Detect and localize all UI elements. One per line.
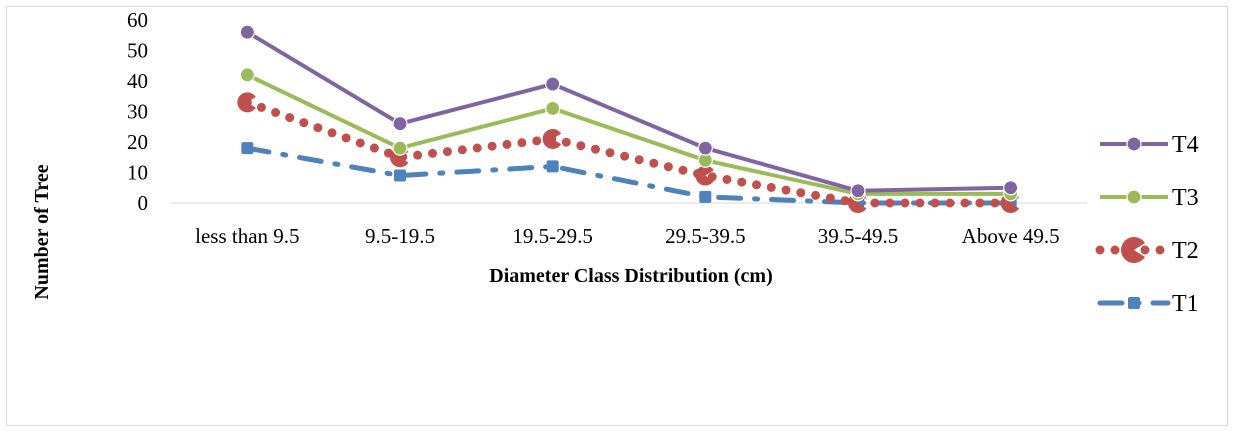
legend-marker [1126,189,1142,205]
legend-item-t1: T1 [1097,291,1199,317]
legend-label: T1 [1172,291,1199,317]
chart-frame [6,6,1228,426]
series-line-t3 [246,73,1011,196]
data-point-t4 [392,116,408,132]
data-point-t4 [850,183,866,199]
data-point-t4 [545,76,561,92]
legend-item-t2: T2 [1095,237,1199,264]
legend-item-t4: T4 [1100,132,1199,158]
x-tick-label: 19.5-29.5 [512,224,593,248]
legend-item-t3: T3 [1100,185,1199,211]
data-point-t3 [392,140,408,156]
y-tick-label: 30 [127,100,148,124]
data-point-t1 [546,160,559,173]
y-tick-label: 20 [127,130,148,154]
y-tick-label: 60 [127,8,148,32]
data-point-t4 [239,24,255,40]
data-point-t1 [394,169,406,182]
data-point-t4 [697,140,713,156]
legend-label: T3 [1172,185,1199,211]
series-line-t1 [244,145,1014,206]
legend-marker [1126,136,1142,152]
x-tick-label: 29.5-39.5 [665,224,746,248]
data-point-t1 [699,190,712,203]
x-tick-label: Above 49.5 [962,224,1060,248]
data-point-t3 [545,100,561,117]
y-tick-label: 10 [127,161,148,185]
x-tick-label: 39.5-49.5 [818,224,899,248]
series-line-t2 [242,97,1016,208]
data-point-t2 [237,92,256,113]
data-point-t3 [239,67,255,83]
legend-marker [1121,237,1145,263]
data-point-t2 [542,128,562,149]
series-line-t4 [246,30,1011,193]
x-axis-title: Diameter Class Distribution (cm) [489,265,772,287]
y-tick-label: 40 [127,69,148,93]
y-tick-label: 0 [138,191,149,215]
y-tick-label: 50 [127,39,148,63]
y-axis-title: Number of Tree [31,164,53,299]
legend-label: T2 [1172,238,1199,264]
data-point-t2 [695,165,714,186]
data-point-t4 [1003,180,1019,196]
x-tick-label: less than 9.5 [195,224,299,248]
data-point-t1 [241,142,254,155]
legend-marker [1128,297,1140,309]
x-tick-label: 9.5-19.5 [365,224,435,248]
legend-label: T4 [1172,132,1199,158]
